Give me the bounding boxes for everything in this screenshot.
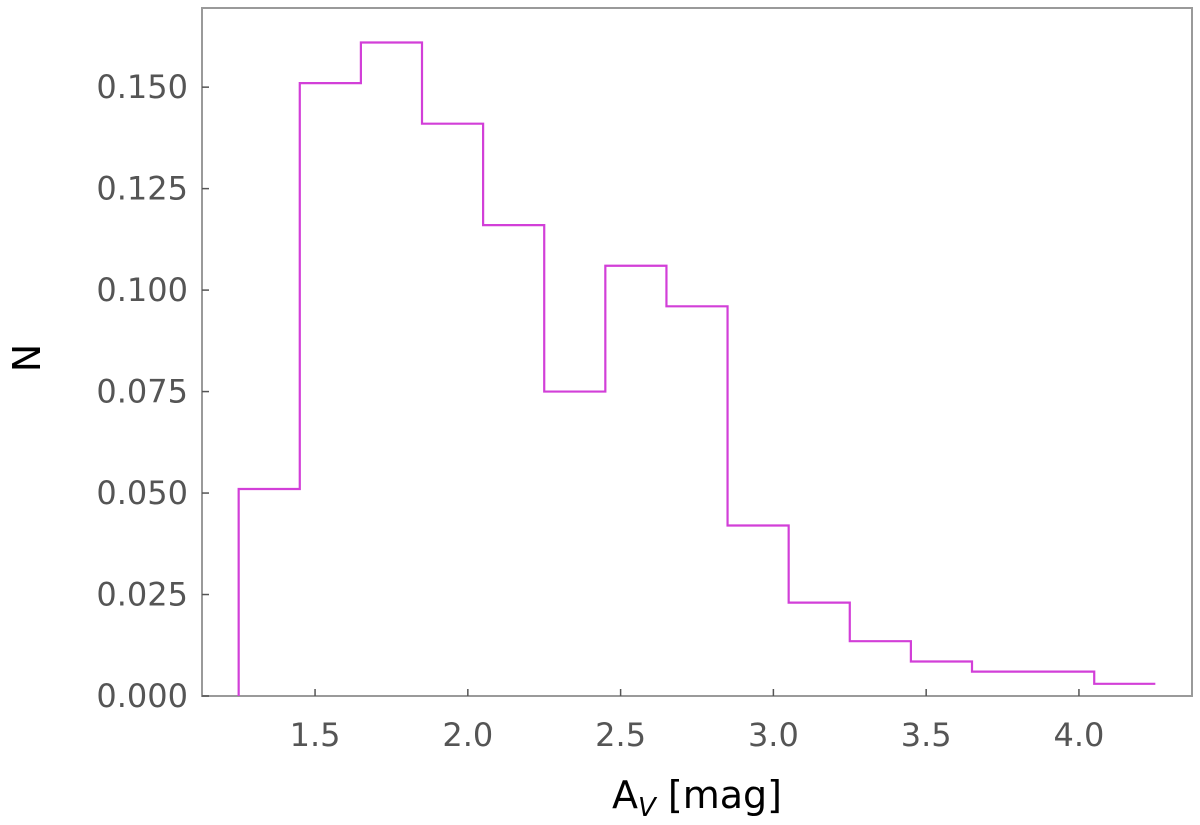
x-tick-label: 3.0 — [748, 716, 799, 754]
y-tick-label: 0.000 — [96, 677, 188, 715]
x-tick-label: 1.5 — [290, 716, 341, 754]
x-tick-label: 3.5 — [901, 716, 952, 754]
plot-frame — [201, 7, 1193, 697]
y-axis-label: N — [5, 344, 49, 372]
histogram-bin — [483, 225, 544, 696]
histogram-bin — [605, 266, 666, 696]
y-tick-label: 0.075 — [96, 373, 188, 411]
histogram-bin — [239, 489, 300, 696]
histogram-bin — [361, 43, 422, 696]
histogram-bin — [911, 661, 972, 696]
histogram-bin — [1094, 684, 1155, 696]
histogram-bin — [972, 672, 1033, 696]
y-tick-label: 0.150 — [96, 68, 188, 106]
histogram-bin — [422, 124, 483, 696]
x-tick-label: 2.5 — [595, 716, 646, 754]
y-tick-label: 0.100 — [96, 271, 188, 309]
y-tick-label: 0.025 — [96, 576, 188, 614]
y-axis-ticks: 0.000 0.025 0.050 0.075 0.100 0.125 0.150 — [96, 68, 209, 715]
histogram-outline — [237, 41, 1156, 696]
x-axis-ticks: 1.5 2.0 2.5 3.0 3.5 4.0 — [290, 689, 1104, 754]
x-tick-label: 4.0 — [1053, 716, 1104, 754]
y-tick-label: 0.050 — [96, 474, 188, 512]
histogram-bin — [300, 83, 361, 696]
histogram-bin — [850, 641, 911, 696]
x-axis-label: AV [mag] — [612, 773, 782, 823]
y-tick-label: 0.125 — [96, 170, 188, 208]
histogram-bin — [728, 526, 789, 696]
histogram-bin — [666, 306, 727, 696]
x-tick-label: 2.0 — [442, 716, 493, 754]
histogram-bins — [239, 43, 1156, 696]
histogram-bin — [544, 392, 605, 696]
histogram-bin — [789, 603, 850, 696]
histogram-bin — [1033, 672, 1094, 696]
